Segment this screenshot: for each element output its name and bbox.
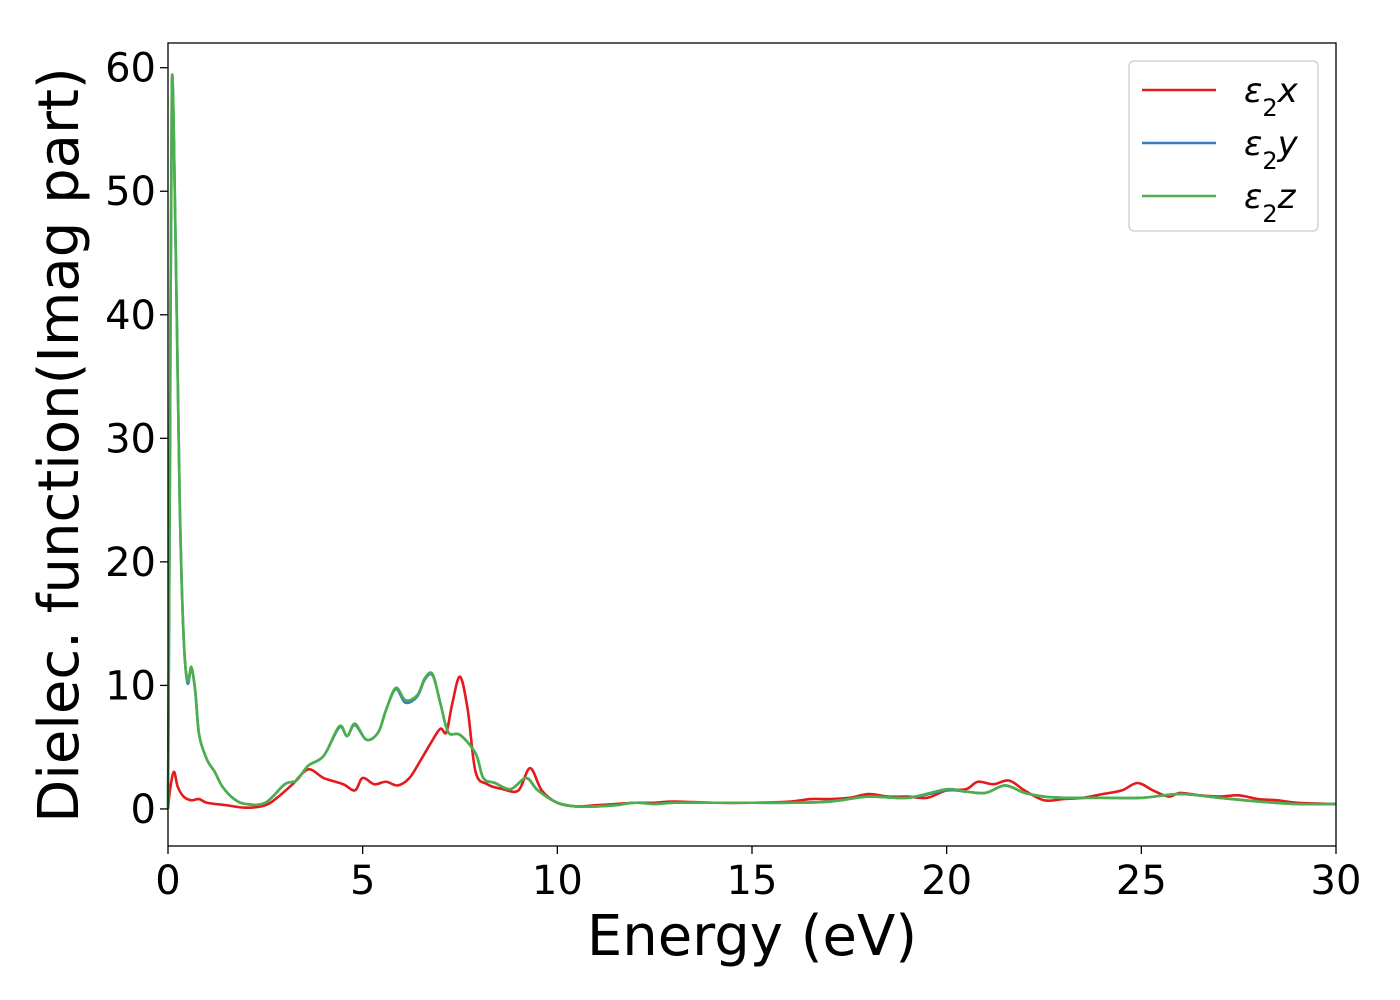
x-tick-label: 20 [921,858,972,904]
x-axis-label: Energy (eV) [587,904,917,969]
y-tick-label: 50 [105,169,156,215]
x-tick-label: 25 [1116,858,1167,904]
y-tick-label: 0 [131,787,156,833]
y-axis-label: Dielec. function(Imag part) [27,67,92,823]
y-tick-label: 30 [105,416,156,462]
y-axis-ticks: 0 10 20 30 40 50 60 [105,46,168,833]
series-layer [166,73,1337,810]
y-tick-label: 60 [105,46,156,92]
legend-label-x: ε2x [1244,71,1299,122]
x-tick-label: 0 [155,858,180,904]
x-tick-label: 15 [727,858,778,904]
legend-label-y: ε2y [1244,124,1299,175]
x-tick-label: 10 [532,858,583,904]
legend-label-z: ε2z [1244,177,1297,228]
x-axis-ticks: 0 5 10 15 20 25 30 [155,846,1361,904]
y-tick-label: 40 [105,293,156,339]
series-line-z [166,73,1337,809]
legend-box [1128,60,1319,232]
x-tick-label: 30 [1311,858,1362,904]
x-tick-label: 5 [350,858,375,904]
y-tick-label: 20 [105,540,156,586]
y-tick-label: 10 [105,663,156,709]
